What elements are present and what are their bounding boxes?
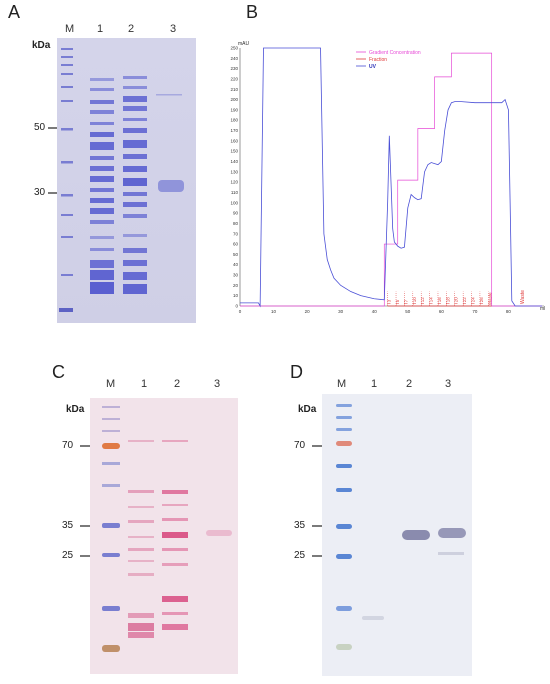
y-tick-label: 120 (230, 180, 238, 185)
y-tick-label: 210 (230, 87, 238, 92)
fraction-label: T10 (412, 297, 417, 305)
y-tick-label: 180 (230, 118, 238, 123)
fraction-label: T5 (395, 299, 400, 305)
panel-d-lane-1: 1 (371, 378, 378, 390)
fraction-label: T20 (454, 297, 459, 305)
y-tick-label: 150 (230, 149, 238, 154)
panel-c-lane-m: M (106, 378, 116, 390)
panel-b-chromatogram: mAU ml 250240230220210200190180170160150… (230, 41, 545, 314)
y-tick-label: 140 (230, 159, 238, 164)
y-tick-label: 50 (233, 252, 239, 257)
fraction-label: T12 (420, 297, 425, 305)
y-tick-label: 170 (230, 128, 238, 133)
x-tick-label: 60 (439, 309, 445, 314)
y-tick-label: 110 (231, 190, 239, 195)
y-tick-labels: 2502402302202102001901801701601501401301… (230, 46, 238, 309)
x-tick-label: 30 (338, 309, 344, 314)
y-tick-label: 90 (233, 211, 239, 216)
panel-d-lane-3: 3 (445, 378, 452, 390)
x-tick-label: 70 (472, 309, 478, 314)
series-line-uv (240, 47, 542, 308)
y-tick-label: 80 (233, 221, 239, 226)
y-tick-label: 20 (233, 283, 239, 288)
y-unit-label: mAU (238, 41, 250, 47)
panel-a-letter: A (8, 2, 21, 22)
panel-a-lane-3: 3 (170, 23, 177, 35)
panel-c-lane-3: 3 (214, 378, 221, 390)
y-tick-label: 30 (233, 273, 239, 278)
panel-c-letter: C (52, 362, 65, 382)
legend-fraction: Fraction (369, 57, 387, 63)
y-tick-label: 250 (230, 46, 238, 51)
fraction-label: T14 (429, 297, 434, 305)
x-unit-label: ml (540, 306, 545, 312)
y-tick-label: 0 (235, 304, 238, 309)
y-tick-label: 70 (233, 231, 239, 236)
panel-c-blot (90, 398, 238, 674)
y-tick-label: 240 (230, 56, 238, 61)
panel-c-marker-70: 70 (62, 440, 74, 451)
fraction-label: T22 (462, 297, 467, 305)
fraction-label: T18 (445, 297, 450, 305)
panel-a-gel (57, 38, 196, 323)
x-tick-label: 10 (271, 309, 277, 314)
panel-d-blot (322, 394, 472, 676)
panel-a-lane-1: 1 (97, 23, 104, 35)
fraction-label: T26 (479, 297, 484, 305)
legend-uv: UV (369, 64, 377, 70)
panel-c-lane-2: 2 (174, 378, 181, 390)
panel-d-marker-25: 25 (294, 550, 306, 561)
legend: Gradient Concentration Fraction UV (356, 50, 421, 70)
panel-b-letter: B (246, 2, 259, 22)
panel-d-kda-label: kDa (298, 404, 317, 415)
panel-a-lane-m: M (65, 23, 75, 35)
x-tick-label: 50 (405, 309, 411, 314)
y-tick-label: 130 (230, 169, 238, 174)
y-tick-label: 10 (233, 293, 239, 298)
y-tick-label: 230 (230, 66, 238, 71)
panel-d-letter: D (290, 362, 303, 382)
x-tick-label: 40 (372, 309, 378, 314)
panel-a-marker-50: 50 (34, 122, 46, 133)
panel-d-marker-70: 70 (294, 440, 306, 451)
fraction-label: T7 (403, 299, 408, 305)
panel-a-kda-label: kDa (32, 40, 51, 51)
y-tick-label: 60 (233, 242, 239, 247)
panel-c-marker-25: 25 (62, 550, 74, 561)
y-tick-label: 160 (230, 138, 238, 143)
y-tick-label: 100 (230, 200, 238, 205)
x-tick-label: 20 (305, 309, 311, 314)
panel-a-marker-30: 30 (34, 187, 46, 198)
series-lines (240, 47, 542, 308)
y-tick-label: 220 (230, 76, 238, 81)
fraction-label: T24 (471, 297, 476, 305)
panel-c-marker-35: 35 (62, 520, 74, 531)
x-tick-label: 80 (506, 309, 512, 314)
y-tick-label: 190 (230, 107, 238, 112)
x-tick-labels: 0 10 20 30 40 50 60 70 80 (239, 309, 512, 314)
panel-d-lane-m: M (337, 378, 347, 390)
panel-d-marker-35: 35 (294, 520, 306, 531)
panel-c-lane-1: 1 (141, 378, 148, 390)
fraction-label: T16 (437, 297, 442, 305)
waste-end-label: Waste (520, 290, 526, 304)
y-tick-label: 40 (233, 262, 239, 267)
x-tick-label: 0 (239, 309, 242, 314)
panel-a-lane-2: 2 (128, 23, 135, 35)
y-tick-label: 200 (230, 97, 238, 102)
panel-d-lane-2: 2 (406, 378, 413, 390)
legend-gradient: Gradient Concentration (369, 50, 421, 56)
fraction-marks: T3 T5 T7 T10 T12 T14 T16 T18 T20 T22 T24 T26 Waste (387, 291, 492, 306)
fraction-label: T3 (387, 299, 392, 305)
fraction-label: Waste (487, 292, 492, 305)
panel-c-kda-label: kDa (66, 404, 85, 415)
